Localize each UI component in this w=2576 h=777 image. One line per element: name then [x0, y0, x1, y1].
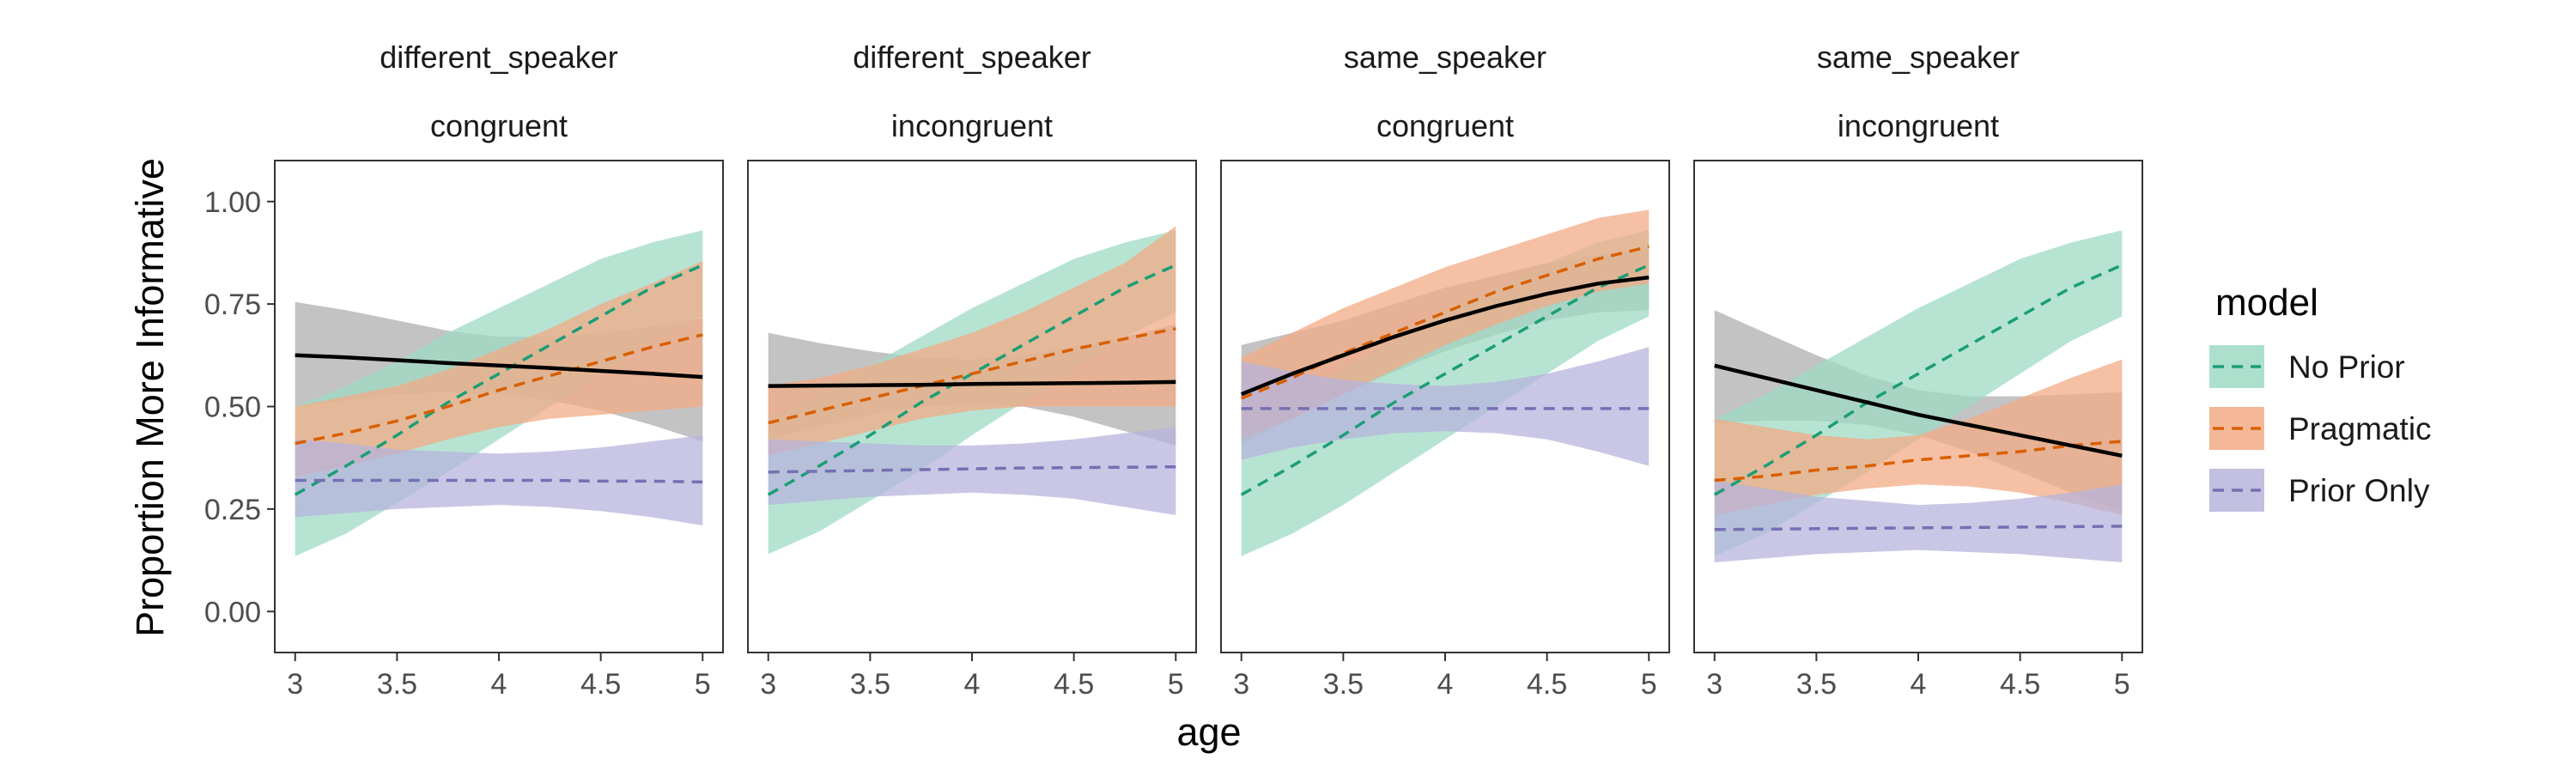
facet-title-line1: same_speaker [1817, 39, 2020, 75]
model-band-pragmatic [295, 261, 703, 477]
facet-title-line1: different_speaker [380, 39, 618, 75]
legend-title: model [2215, 282, 2318, 324]
facet-title-line1: different_speaker [853, 39, 1091, 75]
model-band-prior-only [295, 434, 703, 525]
model-band-prior-only [768, 427, 1176, 515]
y-tick-label: 0.00 [204, 596, 261, 628]
x-tick-label: 4.5 [2000, 668, 2040, 701]
empirical-fit-line [1240, 275, 1649, 397]
x-tick-label: 4 [1437, 668, 1454, 701]
facet-panel: different_speaker congruent 3 3.5 4 4.5 5 [274, 39, 724, 701]
empirical-fit-line [768, 379, 1176, 388]
facet-title-line2: incongruent [1838, 108, 1999, 143]
model-line-no-prior [1713, 264, 2123, 496]
model-line-pragmatic [1241, 245, 1649, 400]
x-tick-label: 3.5 [377, 668, 417, 701]
x-tick-label: 3.5 [1796, 668, 1837, 701]
legend-entry: Pragmatic [2209, 407, 2432, 450]
y-axis-title: Proportion More Informative [128, 158, 172, 637]
y-tick-label: 1.00 [204, 186, 261, 219]
facet-panel: different_speaker incongruent 3 3.5 4 4.5 5 [747, 39, 1197, 701]
x-tick-label: 4.5 [1054, 668, 1094, 701]
panel-plot-area [767, 226, 1177, 555]
panel-plot-area [294, 230, 704, 556]
model-line-no-prior [1240, 264, 1650, 496]
facet-title-line2: congruent [1376, 108, 1514, 143]
x-tick-label: 3 [1706, 668, 1722, 701]
x-tick-label: 5 [2114, 668, 2130, 701]
model-band-pragmatic [1714, 359, 2123, 515]
panel-plot-area [1713, 230, 2123, 562]
x-axis-title: age [1176, 710, 1241, 754]
model-line-pragmatic [1714, 440, 2123, 483]
facet-title-line1: same_speaker [1344, 39, 1546, 75]
x-tick-label: 4 [1911, 668, 1927, 701]
model-line-pragmatic [295, 333, 703, 446]
model-line-no-prior [294, 264, 704, 496]
x-tick-label: 3 [1233, 668, 1249, 701]
x-tick-label: 3 [760, 668, 776, 701]
x-tick-label: 3 [287, 668, 303, 701]
model-line-pragmatic [768, 327, 1176, 425]
legend-label: Pragmatic [2288, 411, 2432, 446]
y-tick-label: 0.50 [204, 392, 261, 424]
x-tick-label: 5 [1168, 668, 1184, 701]
facet-title-line2: congruent [430, 108, 568, 143]
x-tick-label: 5 [1641, 668, 1657, 701]
x-tick-label: 3.5 [850, 668, 890, 701]
y-tick-label: 0.25 [204, 494, 261, 526]
panel-plot-area [1240, 209, 1650, 556]
legend-entry: Prior Only [2209, 469, 2430, 512]
x-tick-label: 4 [964, 668, 981, 701]
x-tick-label: 5 [695, 668, 711, 701]
facet-panel: same_speaker congruent 3 3.5 4 4.5 5 [1220, 39, 1670, 701]
x-tick-label: 3.5 [1323, 668, 1364, 701]
x-tick-label: 4.5 [580, 668, 621, 701]
x-tick-label: 4.5 [1527, 668, 1567, 701]
model-band-prior-only [1714, 480, 2123, 562]
facet-title-line2: incongruent [891, 108, 1053, 143]
empirical-fit-line [1714, 363, 2123, 458]
x-tick-label: 4 [491, 668, 507, 701]
y-tick-label: 0.75 [204, 288, 261, 321]
legend-label: No Prior [2288, 349, 2405, 385]
legend-label: Prior Only [2288, 473, 2430, 508]
legend-entry: No Prior [2209, 345, 2405, 388]
empirical-fit-line [295, 353, 703, 379]
facet-panel: same_speaker incongruent 3 3.5 4 4.5 5 [1693, 39, 2143, 701]
